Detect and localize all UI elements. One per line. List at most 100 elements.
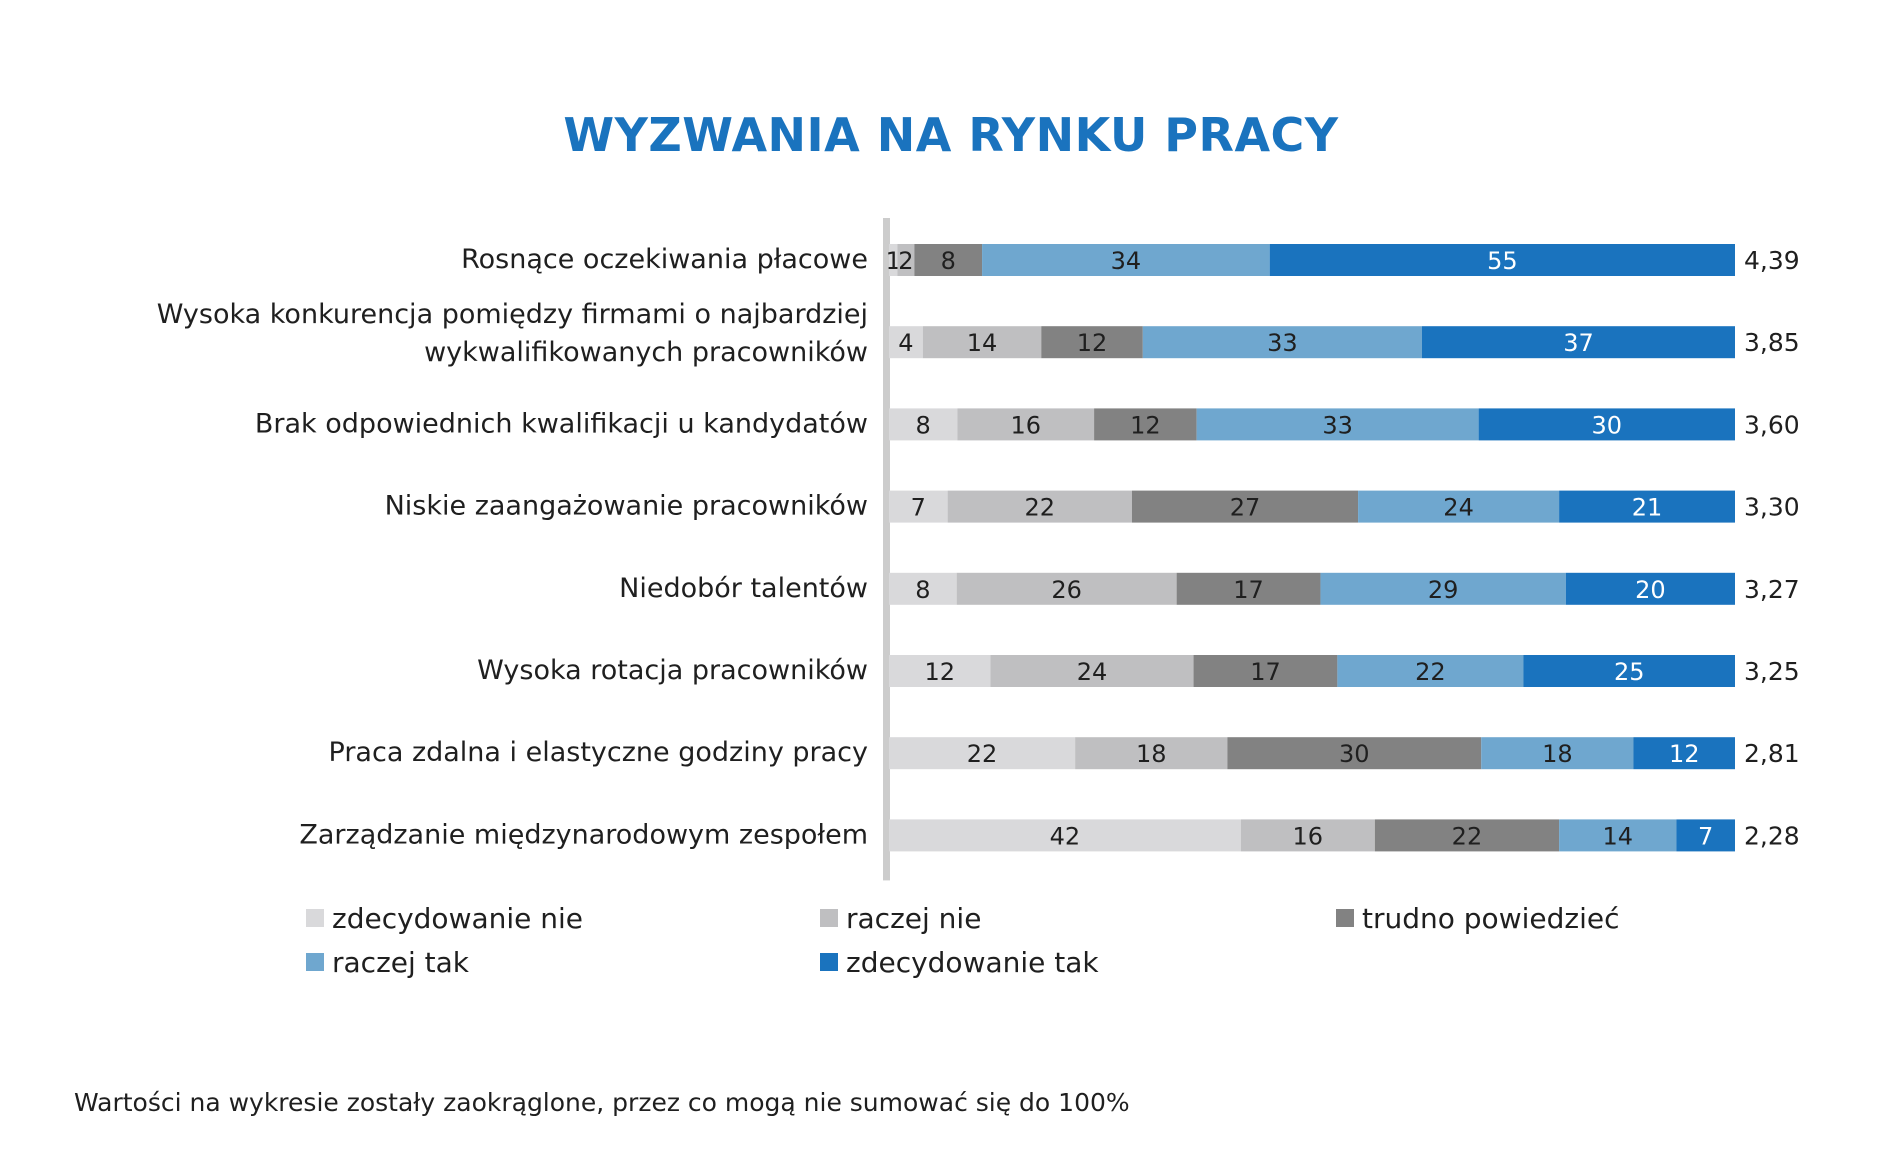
- bar-segment: [889, 572, 957, 605]
- category-label: Wysoka konkurencja pomiędzy firmami o na…: [157, 299, 868, 330]
- data-label: 27: [1230, 494, 1261, 522]
- bar-row: 4 14 12 33 37: [889, 326, 1735, 359]
- average-value: 2,28: [1744, 821, 1800, 850]
- bar-segment: [956, 572, 1177, 605]
- bar-segment: [1676, 819, 1735, 852]
- data-label: 29: [1428, 576, 1459, 604]
- bar-segment: [1075, 737, 1228, 770]
- data-label: 7: [1698, 822, 1713, 850]
- bar-segment: [947, 490, 1132, 523]
- data-label: 12: [1130, 411, 1161, 439]
- data-label: 12: [1077, 329, 1108, 357]
- legend-swatch: [820, 953, 838, 971]
- data-label: 21: [1632, 494, 1663, 522]
- bar-segment: [957, 408, 1095, 441]
- average-value: 4,39: [1744, 246, 1800, 275]
- data-label: 2: [898, 247, 913, 275]
- data-label: 12: [1669, 740, 1700, 768]
- bar-row: 12 8 34 55: [886, 244, 1735, 276]
- data-label: 22: [1452, 822, 1483, 850]
- legend-item: raczej tak: [306, 942, 469, 982]
- data-label: 1: [886, 247, 901, 275]
- category-label: wykwalifikowanych pracowników: [424, 337, 868, 368]
- bar-segment: [1041, 326, 1143, 359]
- chart-title: WYZWANIA NA RYNKU PRACY: [563, 108, 1339, 162]
- y-axis-line: [883, 218, 890, 881]
- bar-row: 8 16 12 33 30: [889, 408, 1735, 441]
- bar-segment: [1142, 326, 1422, 359]
- bar-segment: [1227, 737, 1482, 770]
- category-label: Zarządzanie międzynarodowym zespołem: [299, 819, 868, 850]
- data-label: 22: [967, 740, 998, 768]
- legend-label: trudno powiedzieć: [1362, 901, 1620, 935]
- data-label: 16: [1293, 822, 1324, 850]
- bar-segment: [889, 655, 991, 687]
- bar-segment: [922, 326, 1042, 359]
- data-label: 37: [1563, 329, 1594, 357]
- data-label: 8: [941, 247, 956, 275]
- data-label: 42: [1050, 822, 1081, 850]
- bar-segment: [1478, 408, 1735, 441]
- data-label: 17: [1250, 658, 1281, 686]
- bar-segment: [1421, 326, 1735, 359]
- bar-segment: [1131, 490, 1359, 523]
- data-label: 55: [1487, 247, 1518, 275]
- average-value: 3,27: [1744, 575, 1800, 604]
- bar-segment: [914, 244, 983, 276]
- data-label: 30: [1339, 740, 1370, 768]
- data-label: 33: [1267, 329, 1298, 357]
- category-label: Wysoka rotacja pracowników: [477, 655, 868, 686]
- legend-label: zdecydowanie tak: [846, 945, 1099, 979]
- legend-label: raczej nie: [846, 901, 982, 935]
- bar-segment: [889, 819, 1241, 852]
- bar-row: 7 22 27 24 21: [889, 490, 1735, 523]
- data-label: 34: [1111, 247, 1142, 275]
- bar-segment: [889, 737, 1076, 770]
- bar-segment: [889, 490, 948, 523]
- category-label: Praca zdalna i elastyczne godziny pracy: [329, 737, 868, 768]
- bar-segment: [982, 244, 1270, 276]
- bar-segment: [889, 244, 898, 276]
- bar-row: 12 24 17 22 25: [889, 655, 1735, 687]
- legend-item: raczej nie: [820, 898, 981, 938]
- bar-segment: [1633, 737, 1735, 770]
- data-label: 8: [915, 576, 930, 604]
- bar-row: 8 26 17 29 20: [889, 572, 1735, 605]
- data-label: 14: [1602, 822, 1633, 850]
- bar-segment: [889, 408, 958, 441]
- bar-segment: [1559, 819, 1677, 852]
- data-label: 14: [967, 329, 998, 357]
- category-label: Niedobór talentów: [619, 573, 868, 604]
- bar-segment: [1481, 737, 1634, 770]
- data-label: 22: [1024, 494, 1055, 522]
- average-value: 3,30: [1744, 493, 1800, 522]
- data-label: 26: [1051, 576, 1082, 604]
- bar-segment: [1374, 819, 1560, 852]
- data-label: 22: [1415, 658, 1446, 686]
- bar-segment: [1240, 819, 1375, 852]
- bar-segment: [990, 655, 1194, 687]
- legend-swatch: [306, 953, 324, 971]
- legend-item: zdecydowanie nie: [306, 898, 583, 938]
- legend-label: raczej tak: [332, 945, 470, 979]
- legend-item: trudno powiedzieć: [1336, 898, 1619, 938]
- bar-segment: [1337, 655, 1524, 687]
- bar-segment: [1523, 655, 1735, 687]
- data-label: 33: [1322, 411, 1353, 439]
- data-label: 24: [1443, 494, 1474, 522]
- data-label: 30: [1592, 411, 1623, 439]
- category-label: Rosnące oczekiwania płacowe: [461, 244, 868, 275]
- bar-segment: [1176, 572, 1321, 605]
- average-value: 2,81: [1744, 739, 1800, 768]
- data-label: 17: [1233, 576, 1264, 604]
- bar-segment: [1193, 655, 1338, 687]
- average-value: 3,85: [1744, 328, 1800, 357]
- bar-segment: [1196, 408, 1479, 441]
- data-label: 25: [1614, 658, 1645, 686]
- category-label: Brak odpowiednich kwalifikacji u kandyda…: [255, 408, 868, 439]
- data-label: 12: [924, 658, 955, 686]
- data-label: 16: [1010, 411, 1041, 439]
- average-value: 3,25: [1744, 657, 1800, 686]
